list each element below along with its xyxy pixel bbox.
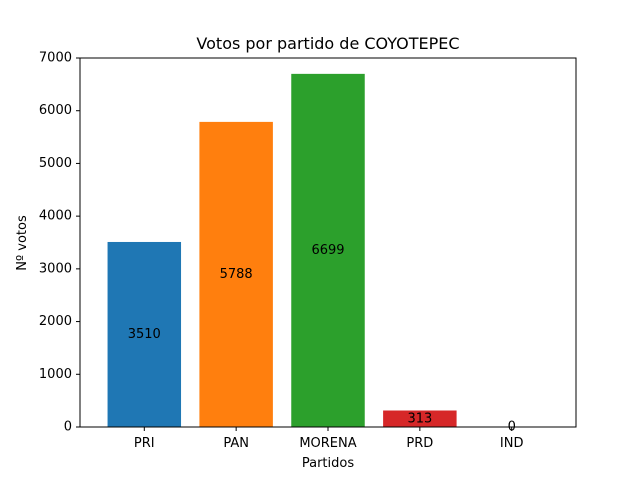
y-tick-label-2000: 2000	[39, 314, 72, 329]
x-tick-label-morena: MORENA	[299, 436, 356, 451]
bar-pri	[107, 241, 182, 427]
x-tick-label-pri: PRI	[134, 436, 155, 451]
value-label-pan: 5788	[220, 267, 253, 282]
value-label-prd: 313	[407, 411, 432, 426]
y-tick-label-3000: 3000	[39, 261, 72, 276]
x-tick-label-prd: PRD	[406, 436, 433, 451]
y-tick-label-4000: 4000	[39, 209, 72, 224]
y-axis: 0 1000 2000 3000 4000 5000 6000 7000	[39, 51, 80, 435]
bar-morena	[291, 73, 365, 427]
x-tick-label-pan: PAN	[223, 436, 249, 451]
bars-group	[107, 73, 457, 428]
y-tick-label-0: 0	[64, 420, 72, 435]
x-axis: PRI PAN MORENA PRD IND	[134, 427, 524, 451]
y-tick-label-6000: 6000	[39, 103, 72, 118]
y-tick-label-5000: 5000	[39, 156, 72, 171]
y-tick-label-7000: 7000	[39, 51, 72, 66]
value-label-morena: 6699	[311, 243, 344, 258]
bar-prd	[383, 410, 457, 427]
chart-title: Votos por partido de COYOTEPEC	[196, 34, 459, 53]
y-axis-label: Nº votos	[15, 215, 30, 271]
y-tick-label-1000: 1000	[39, 367, 72, 382]
value-label-pri: 3510	[128, 327, 161, 342]
x-axis-label: Partidos	[302, 456, 354, 471]
x-tick-label-ind: IND	[500, 436, 524, 451]
bar-pan	[199, 121, 273, 428]
